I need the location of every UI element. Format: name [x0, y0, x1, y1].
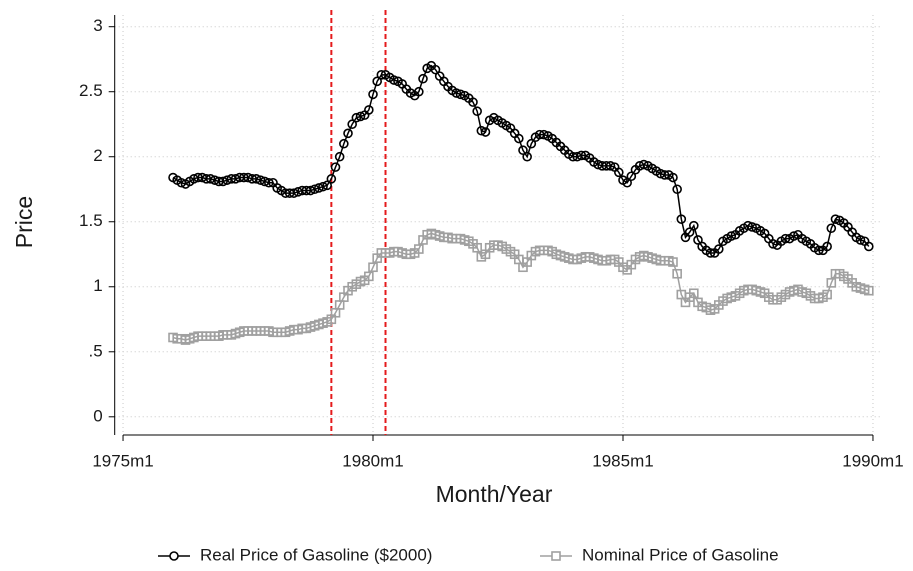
point — [814, 245, 824, 256]
point — [526, 138, 537, 149]
point — [789, 231, 799, 241]
point — [659, 170, 670, 180]
point — [476, 125, 487, 136]
legend-marker — [169, 551, 179, 561]
point — [826, 223, 837, 234]
point — [780, 233, 791, 244]
point — [826, 278, 837, 288]
point — [668, 257, 678, 267]
point — [314, 183, 324, 193]
y-tick-label: 1 — [93, 276, 102, 295]
y-tick-label: 2.5 — [79, 81, 103, 100]
x-tick-label: 1990m1 — [842, 451, 903, 470]
y-tick-label: 2 — [93, 146, 102, 165]
x-axis-title: Month/Year — [436, 481, 553, 507]
point — [639, 159, 649, 170]
y-tick-label: 0 — [93, 406, 102, 425]
point — [334, 151, 345, 162]
point — [347, 119, 357, 130]
point — [255, 175, 266, 185]
point — [451, 88, 462, 98]
point — [668, 172, 678, 183]
point — [864, 285, 874, 296]
point — [705, 248, 716, 258]
point — [389, 75, 399, 85]
y-tick-label: 3 — [93, 16, 102, 35]
x-tick-label: 1975m1 — [92, 451, 153, 470]
point — [689, 220, 699, 231]
point — [743, 220, 753, 231]
point — [539, 129, 549, 140]
point — [309, 184, 320, 195]
point — [518, 145, 528, 156]
y-tick-label: .5 — [89, 341, 103, 360]
y-axis-title: Price — [11, 196, 37, 248]
x-tick-label: 1985m1 — [592, 451, 653, 470]
point — [822, 289, 832, 300]
point — [672, 268, 682, 279]
point — [364, 105, 374, 115]
point — [689, 288, 699, 299]
point — [626, 171, 637, 182]
point — [264, 177, 274, 188]
point — [864, 241, 874, 252]
point — [684, 227, 695, 237]
point — [822, 241, 832, 252]
point — [514, 133, 524, 144]
point — [714, 244, 724, 254]
point — [522, 151, 532, 162]
point — [622, 177, 632, 188]
point — [830, 214, 841, 224]
point — [418, 73, 428, 84]
point — [372, 76, 382, 87]
point — [747, 222, 757, 232]
point — [480, 127, 491, 137]
point — [430, 64, 441, 75]
point — [414, 244, 424, 254]
point — [472, 242, 482, 253]
point — [768, 239, 778, 249]
point — [326, 174, 337, 184]
series-line — [172, 232, 870, 341]
point — [468, 97, 478, 107]
point — [672, 184, 682, 195]
point — [726, 231, 737, 241]
point — [693, 235, 703, 245]
point — [218, 176, 228, 187]
point — [368, 262, 378, 273]
legend-label: Nominal Price of Gasoline — [582, 545, 779, 564]
point — [322, 180, 332, 191]
point — [368, 89, 378, 100]
point — [855, 235, 866, 245]
point — [343, 128, 353, 139]
series-line — [172, 64, 870, 254]
point — [305, 185, 316, 196]
point — [330, 162, 341, 172]
point — [614, 167, 624, 178]
point — [455, 89, 466, 100]
point — [339, 138, 349, 149]
x-tick-label: 1980m1 — [342, 451, 403, 470]
point — [576, 150, 587, 161]
point — [289, 188, 299, 198]
point — [251, 174, 262, 184]
point — [414, 86, 424, 97]
legend-label: Real Price of Gasoline ($2000) — [200, 545, 432, 564]
point — [205, 174, 216, 184]
point — [351, 112, 362, 123]
point — [364, 271, 374, 282]
y-tick-label: 1.5 — [79, 211, 103, 230]
point — [355, 111, 366, 122]
point — [376, 70, 387, 80]
point — [472, 106, 482, 117]
point — [318, 181, 328, 192]
point — [605, 161, 616, 171]
point — [676, 214, 687, 224]
legend-marker — [551, 551, 561, 561]
